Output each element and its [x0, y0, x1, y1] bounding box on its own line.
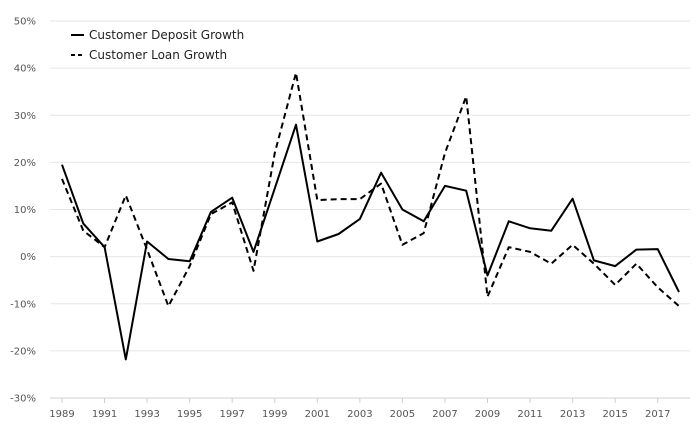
y-tick-label: 40% — [14, 64, 36, 75]
y-axis-tick-labels: 50% 40% 30% 20% 10% 0% -10% -20% -30% — [10, 17, 36, 405]
x-tick-label: 1993 — [134, 409, 159, 420]
x-tick-label: 2015 — [602, 409, 627, 420]
x-axis-ticks: 1989 1991 1993 1995 1997 1999 2001 2003 2005 2007… — [49, 398, 670, 420]
y-tick-label: 10% — [14, 205, 36, 216]
series-line-deposit — [61, 123, 680, 361]
y-tick-label: 0% — [20, 252, 36, 263]
y-tick-label: -20% — [10, 346, 36, 357]
y-tick-label: 50% — [14, 17, 36, 28]
y-tick-label: -10% — [10, 299, 36, 310]
x-tick-label: 2017 — [645, 409, 670, 420]
series-line-loan — [61, 71, 680, 308]
x-tick-label: 2011 — [517, 409, 542, 420]
x-tick-label: 2005 — [390, 409, 415, 420]
series-loan — [61, 71, 680, 308]
y-tick-label: -30% — [10, 394, 36, 405]
x-tick-label: 1995 — [177, 409, 202, 420]
x-tick-label: 2007 — [432, 409, 457, 420]
x-tick-label: 1997 — [219, 409, 244, 420]
legend-label-loan: Customer Loan Growth — [89, 48, 227, 62]
y-tick-label: 20% — [14, 158, 36, 169]
grid-lines — [50, 20, 690, 352]
x-tick-label: 1991 — [92, 409, 117, 420]
y-tick-label: 30% — [14, 111, 36, 122]
series-lines — [61, 71, 680, 361]
x-tick-label: 2009 — [475, 409, 500, 420]
legend-label-deposit: Customer Deposit Growth — [89, 28, 244, 42]
x-tick-label: 2013 — [560, 409, 585, 420]
series-deposit — [61, 123, 680, 361]
legend: Customer Deposit Growth Customer Loan Gr… — [71, 28, 244, 62]
x-tick-label: 1989 — [49, 409, 74, 420]
x-tick-label: 2001 — [305, 409, 330, 420]
x-tick-label: 2003 — [347, 409, 372, 420]
x-tick-label: 1999 — [262, 409, 287, 420]
